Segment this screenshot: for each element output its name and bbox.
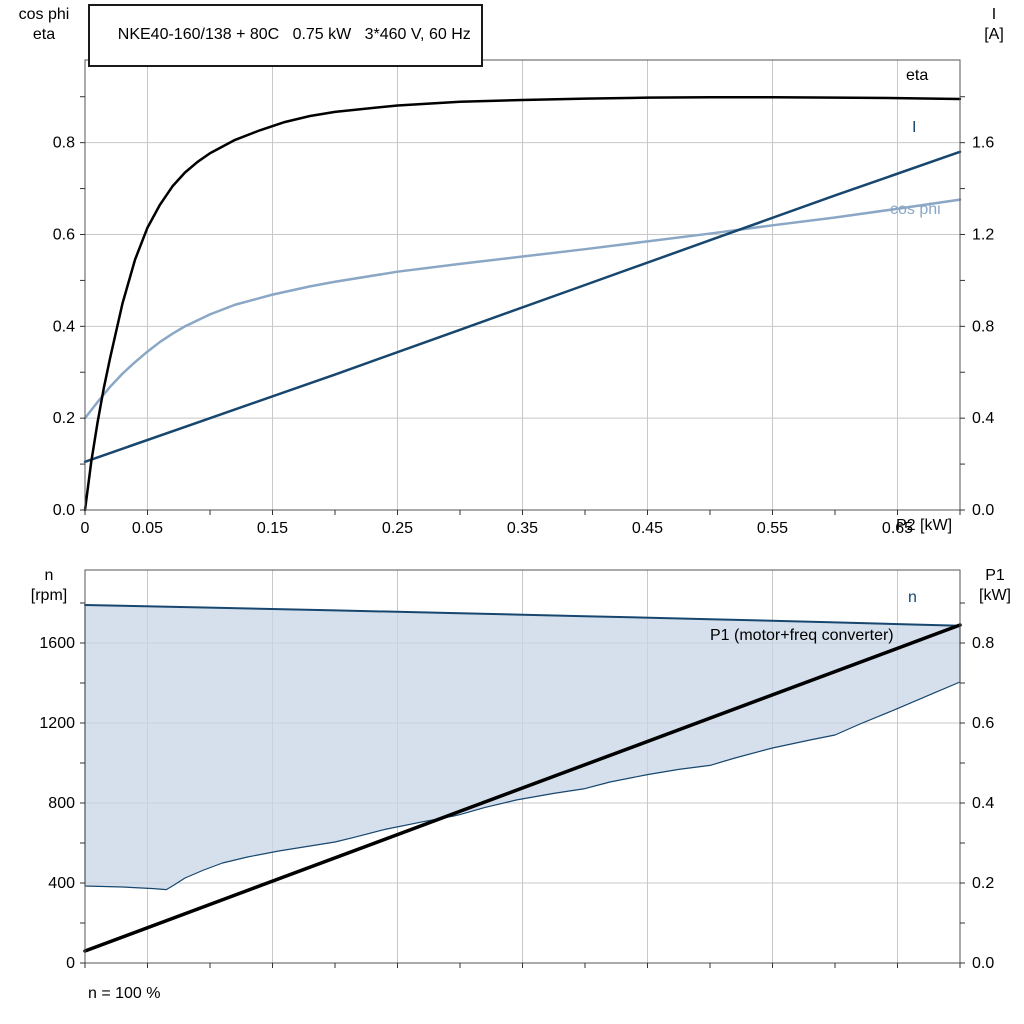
x-axis-title: P2 [kW] (896, 517, 953, 534)
y-left-tick-label: 400 (48, 875, 75, 892)
chart-title-box: NKE40-160/138 + 80C 0.75 kW 3*460 V, 60 … (88, 4, 483, 67)
y-right-tick-label: 1.6 (972, 135, 994, 152)
axis-title-n: n (44, 567, 54, 584)
y-left-tick-label: 800 (48, 795, 75, 812)
y-right-tick-label: 0.8 (972, 318, 994, 335)
x-tick-label: 0.65 (882, 520, 913, 537)
curve-label-eta: eta (906, 67, 929, 84)
series-cos-phi (83, 198, 962, 420)
y-right-tick-label: 0.4 (972, 795, 994, 812)
axis-title-I: I (991, 6, 997, 23)
top-left-axis-title: cos phi eta (6, 5, 82, 45)
y-right-tick-label: 0.0 (972, 955, 994, 972)
x-tick-label: 0.55 (757, 520, 788, 537)
curve-label-cos-phi: cos phi (890, 201, 941, 218)
y-right-tick-label: 0.6 (972, 715, 994, 732)
x-tick-label: 0 (81, 520, 90, 537)
series-i (83, 150, 962, 464)
axis-title-rpm: [rpm] (30, 587, 68, 604)
y-right-tick-label: 0.4 (972, 410, 994, 427)
curve-label-p1: P1 (motor+freq converter) (710, 627, 894, 644)
chart-title: NKE40-160/138 + 80C 0.75 kW 3*460 V, 60 … (117, 26, 471, 43)
y-right-tick-label: 0.0 (972, 502, 994, 519)
axis-title-p1: P1 (985, 567, 1005, 584)
curve-label-current: I (912, 119, 917, 136)
y-left-tick-label: 0.2 (53, 410, 75, 427)
y-left-tick-label: 0.6 (53, 226, 75, 243)
curve-label-n: n (908, 589, 917, 606)
axis-title-kw: [kW] (979, 587, 1011, 604)
x-tick-label: 0.25 (382, 520, 413, 537)
y-right-tick-label: 1.2 (972, 226, 994, 243)
x-tick-label: 0.45 (632, 520, 663, 537)
axis-title-amps: [A] (984, 26, 1004, 43)
footnote-speed: n = 100 % (88, 985, 161, 1002)
bottom-right-axis-title: P1 [kW] (968, 566, 1022, 606)
top-right-axis-title: I [A] (968, 5, 1020, 45)
y-left-tick-label: 0.0 (53, 502, 75, 519)
y-left-tick-label: 0.8 (53, 135, 75, 152)
series-n (84, 604, 961, 627)
y-left-tick-label: 1600 (39, 635, 75, 652)
x-tick-label: 0.35 (507, 520, 538, 537)
series-p1-motor-freq-converter (83, 623, 962, 953)
axis-title-eta: eta (32, 26, 56, 43)
y-left-tick-label: 0 (66, 955, 75, 972)
y-right-tick-label: 0.2 (972, 875, 994, 892)
y-left-tick-label: 1200 (39, 715, 75, 732)
series-eta (83, 95, 962, 512)
y-left-tick-label: 0.4 (53, 318, 75, 335)
x-tick-label: 0.05 (132, 520, 163, 537)
y-right-tick-label: 0.8 (972, 635, 994, 652)
bottom-left-axis-title: n [rpm] (16, 566, 82, 606)
x-tick-label: 0.15 (257, 520, 288, 537)
axis-title-cos-phi: cos phi (18, 6, 70, 23)
